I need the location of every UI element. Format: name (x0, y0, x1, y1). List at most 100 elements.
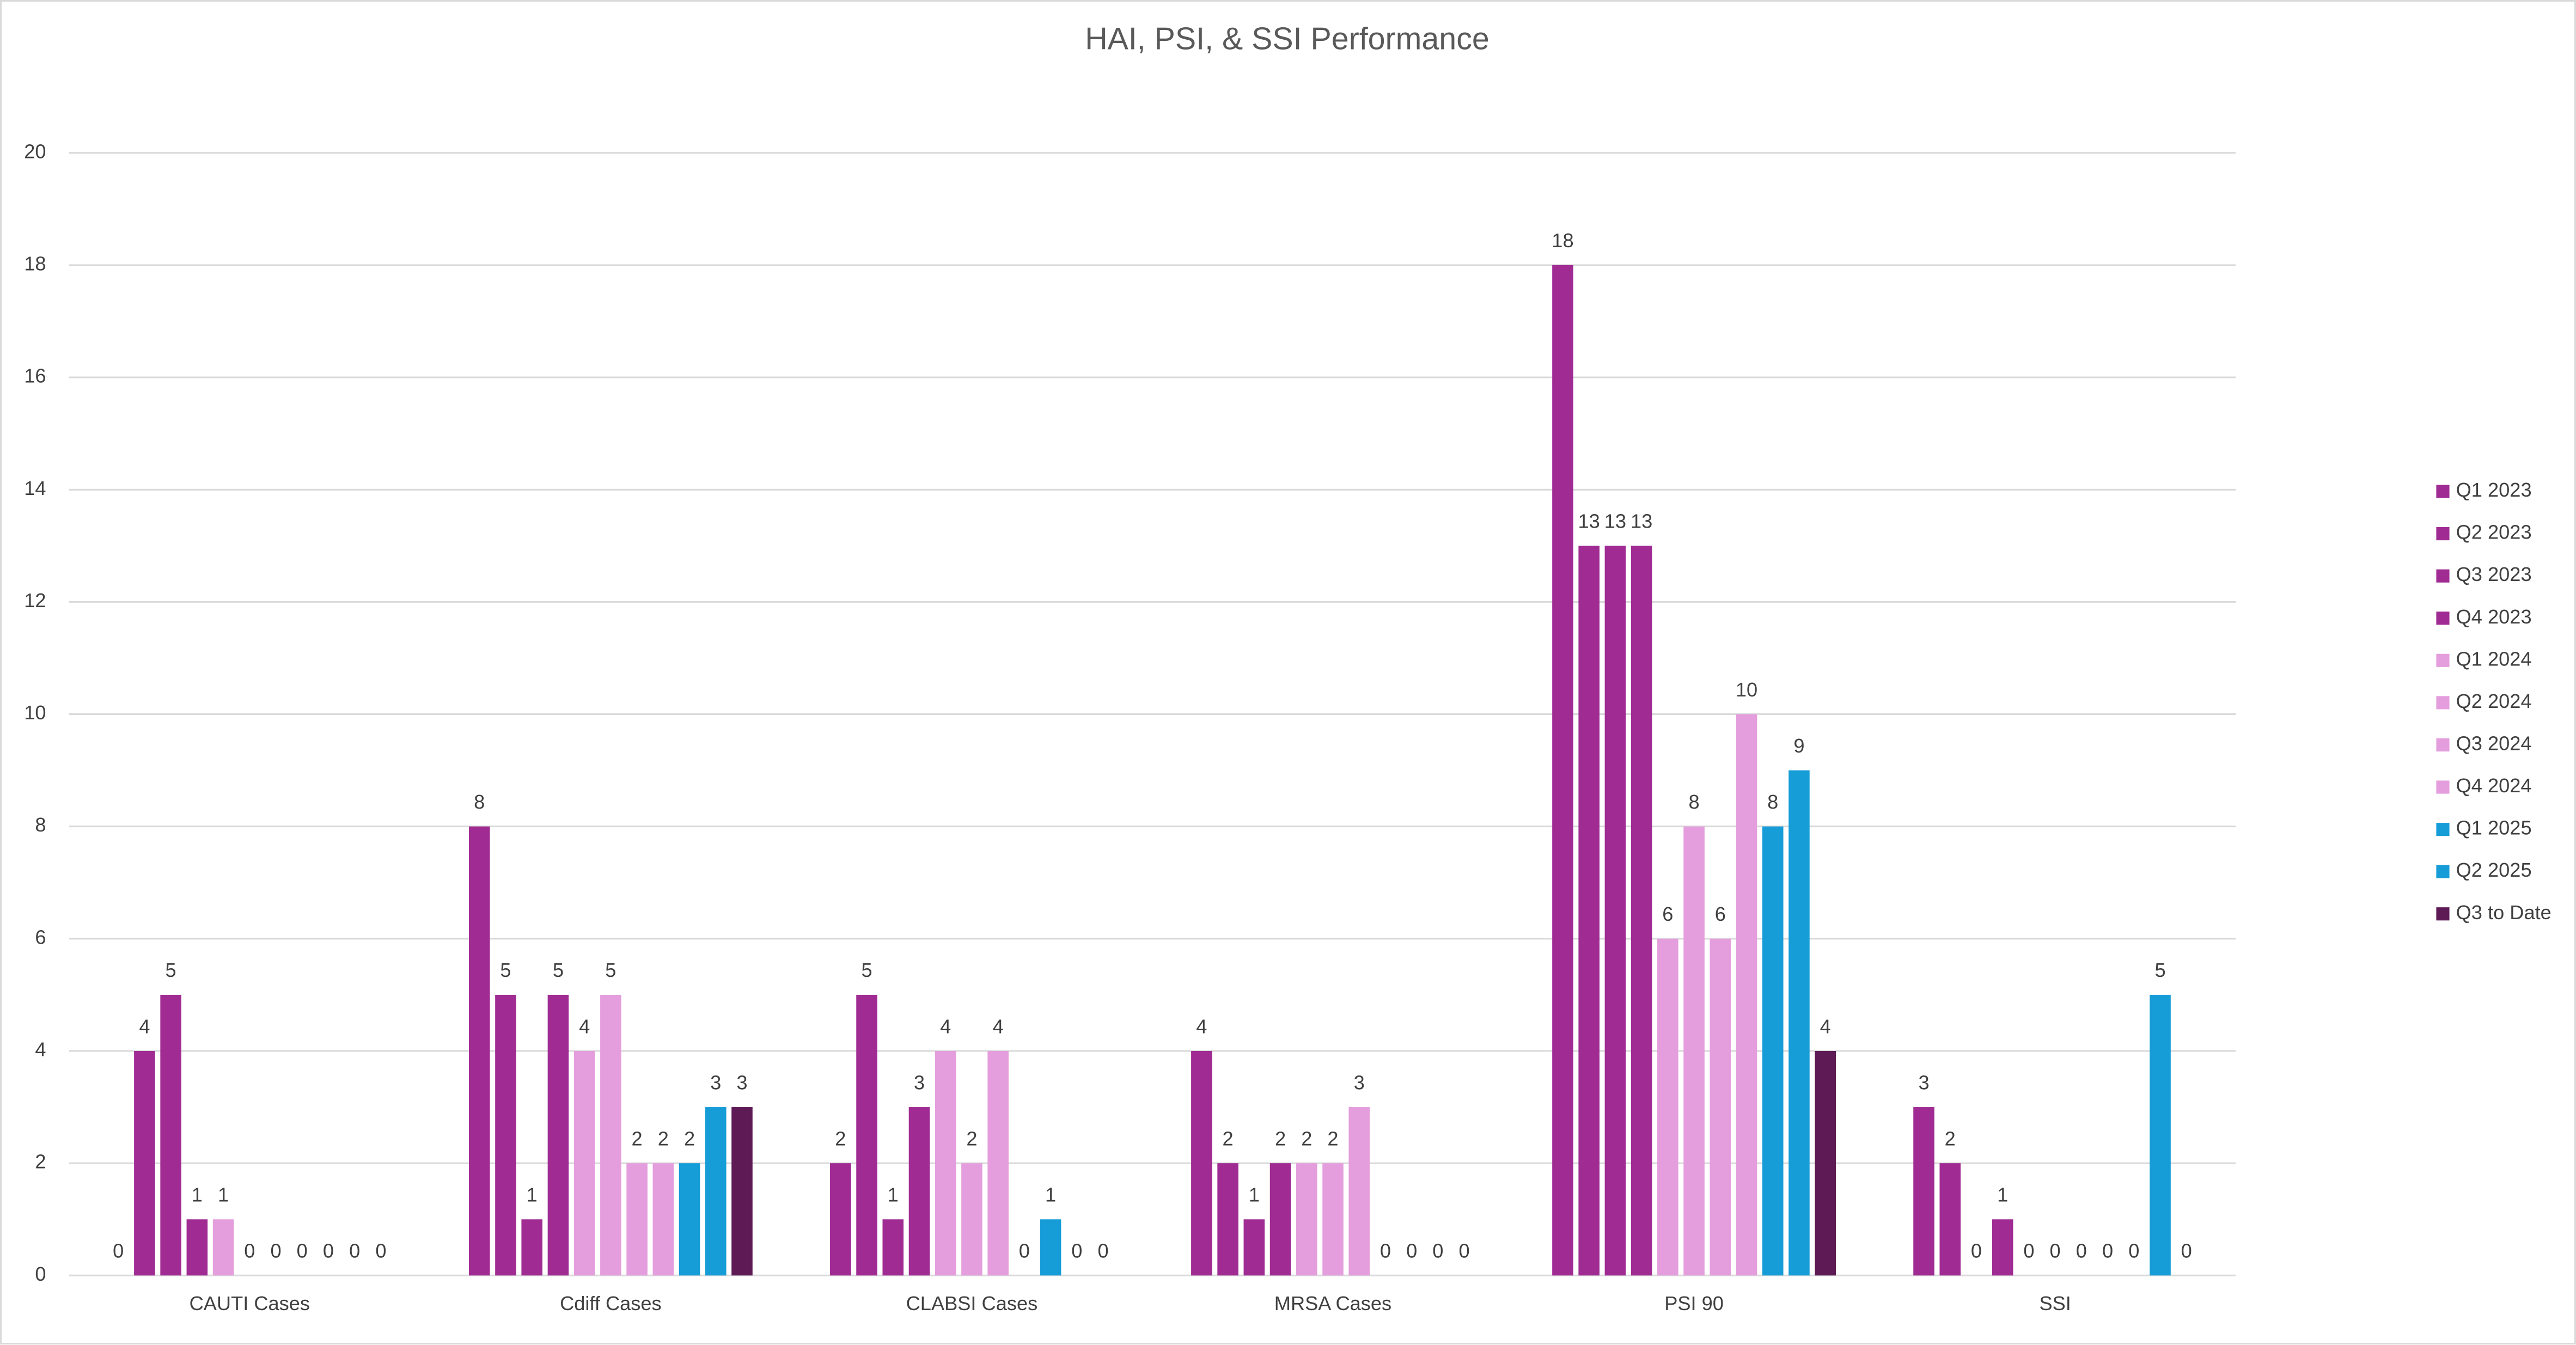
bar (961, 1163, 982, 1276)
data-label: 0 (113, 1240, 124, 1262)
data-label: 3 (1354, 1071, 1365, 1093)
data-label: 13 (1604, 510, 1626, 533)
data-label: 4 (940, 1015, 951, 1037)
bar (1191, 1050, 1212, 1276)
data-label: 0 (375, 1240, 386, 1262)
legend-label: Q3 2023 (2456, 563, 2532, 585)
data-label: 1 (527, 1184, 538, 1206)
legend-swatch (2436, 823, 2450, 836)
bar (1322, 1163, 1344, 1276)
data-label: 6 (1715, 903, 1726, 925)
y-tick-label: 18 (24, 252, 46, 274)
legend-swatch (2436, 907, 2450, 921)
data-label: 6 (1662, 903, 1673, 925)
y-tick-label: 12 (24, 589, 46, 612)
data-label: 1 (888, 1184, 899, 1206)
data-label: 0 (1097, 1240, 1108, 1262)
data-label: 3 (1918, 1071, 1929, 1093)
bar (1939, 1163, 1961, 1276)
bar (679, 1163, 700, 1276)
data-label: 3 (914, 1071, 925, 1093)
bar (908, 1107, 930, 1276)
bar (521, 1219, 542, 1276)
bar (134, 1050, 155, 1276)
bar (1243, 1219, 1265, 1276)
data-label: 0 (2076, 1240, 2087, 1262)
legend-label: Q4 2023 (2456, 606, 2532, 628)
data-label: 2 (1327, 1127, 1338, 1150)
data-label: 0 (1432, 1240, 1443, 1262)
data-label: 0 (1071, 1240, 1082, 1262)
bar (652, 1163, 674, 1276)
data-label: 4 (993, 1015, 1004, 1037)
legend-label: Q2 2025 (2456, 859, 2532, 881)
y-tick-label: 16 (24, 365, 46, 387)
bar (830, 1163, 851, 1276)
bar (1815, 1050, 1836, 1276)
bar (705, 1107, 727, 1276)
y-tick-label: 2 (35, 1151, 46, 1173)
y-tick-label: 4 (35, 1038, 46, 1061)
bar (160, 994, 181, 1276)
data-label: 0 (297, 1240, 308, 1262)
data-label: 5 (861, 959, 872, 981)
data-label: 2 (684, 1127, 695, 1150)
bar (1217, 1163, 1238, 1276)
data-label: 2 (658, 1127, 669, 1150)
x-tick-label: PSI 90 (1664, 1292, 1724, 1315)
legend-swatch (2436, 738, 2450, 752)
data-label: 10 (1736, 678, 1757, 701)
y-tick-label: 8 (35, 814, 46, 836)
bar (573, 1050, 595, 1276)
data-label: 3 (710, 1071, 721, 1093)
data-label: 0 (2050, 1240, 2061, 1262)
data-label: 4 (1196, 1015, 1207, 1037)
bar (212, 1219, 234, 1276)
data-label: 13 (1578, 510, 1600, 533)
data-label: 18 (1552, 229, 1573, 252)
legend-swatch (2436, 485, 2450, 498)
bar (882, 1219, 904, 1276)
data-label: 2 (1945, 1127, 1956, 1150)
bar (935, 1050, 956, 1276)
data-label: 0 (244, 1240, 255, 1262)
data-label: 1 (1997, 1184, 2008, 1206)
x-tick-label: Cdiff Cases (560, 1292, 662, 1315)
bar (547, 994, 569, 1276)
bar (495, 994, 516, 1276)
y-tick-label: 6 (35, 926, 46, 948)
bar (1657, 938, 1678, 1276)
bar (1296, 1163, 1317, 1276)
data-label: 0 (2102, 1240, 2113, 1262)
bar (856, 994, 877, 1276)
data-label: 8 (1688, 791, 1699, 813)
data-label: 0 (1406, 1240, 1417, 1262)
data-label: 3 (736, 1071, 747, 1093)
legend-swatch (2436, 612, 2450, 625)
data-label: 2 (1223, 1127, 1234, 1150)
data-label: 0 (323, 1240, 334, 1262)
data-label: 8 (1767, 791, 1778, 813)
data-label: 0 (1459, 1240, 1470, 1262)
data-label: 2 (632, 1127, 643, 1150)
data-label: 0 (2181, 1240, 2192, 1262)
data-label: 0 (1971, 1240, 1982, 1262)
bar (1269, 1163, 1291, 1276)
legend-label: Q1 2025 (2456, 817, 2532, 839)
data-label: 2 (835, 1127, 846, 1150)
data-label: 0 (1380, 1240, 1391, 1262)
data-label: 4 (139, 1015, 150, 1037)
chart-title: HAI, PSI, & SSI Performance (1085, 22, 1490, 57)
legend-label: Q3 2024 (2456, 732, 2532, 755)
legend-label: Q1 2023 (2456, 479, 2532, 501)
bar (1348, 1107, 1370, 1276)
data-label: 2 (1275, 1127, 1286, 1150)
bar (1683, 826, 1705, 1276)
data-label: 5 (553, 959, 564, 981)
bar (186, 1219, 208, 1276)
data-label: 5 (166, 959, 176, 981)
bar (987, 1050, 1009, 1276)
data-label: 1 (1045, 1184, 1056, 1206)
legend-label: Q2 2023 (2456, 521, 2532, 543)
